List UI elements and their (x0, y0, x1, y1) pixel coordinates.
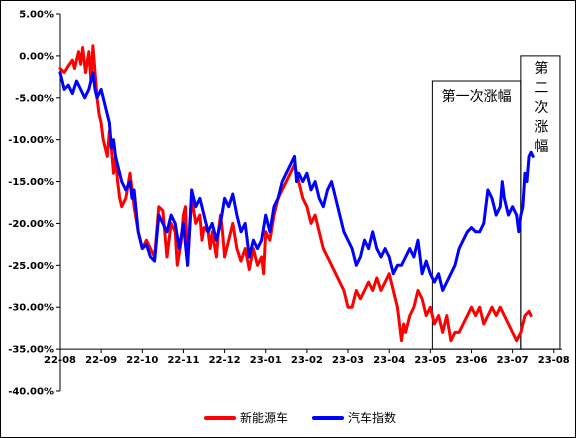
x-tick-label: 23-01 (250, 355, 282, 366)
legend: 新能源车 汽车指数 (204, 410, 396, 425)
x-tick-label: 23-04 (373, 355, 405, 366)
x-tick-label: 22-11 (167, 355, 199, 366)
x-tick-label: 22-12 (209, 355, 241, 366)
x-tick-label: 23-07 (497, 355, 529, 366)
annotation-box (520, 55, 561, 350)
y-tick-label: -25.00% (8, 261, 54, 272)
y-tick-label: -20.00% (8, 219, 54, 230)
annotation-label: 第二次涨幅 (534, 60, 548, 155)
series-line (58, 71, 535, 292)
x-axis: 22-08 22-09 22-10 22-11 22-12 23-01 23-02 23-03… (44, 348, 570, 366)
y-tick-label: 5.00% (19, 10, 54, 21)
y-tick-label: -40.00% (8, 387, 54, 398)
y-tick-label: -15.00% (8, 177, 54, 188)
series-line (58, 44, 533, 343)
y-tick-label: -5.00% (15, 93, 54, 104)
x-tick-label: 23-08 (538, 355, 570, 366)
y-axis: 5.00% 0.00% -5.00% -10.00% -15.00% -20.00% -25… (8, 10, 61, 398)
legend-label: 新能源车 (240, 410, 288, 425)
series-lines (58, 44, 535, 343)
y-tick-label: 0.00% (19, 51, 54, 62)
y-tick-label: -30.00% (8, 303, 54, 314)
x-tick-label: 22-08 (44, 355, 76, 366)
annotation-label: 第一次涨幅 (442, 88, 512, 105)
y-tick-label: -35.00% (8, 345, 54, 356)
x-tick-label: 23-06 (455, 355, 487, 366)
x-tick-label: 23-02 (291, 355, 323, 366)
x-tick-label: 23-05 (414, 355, 446, 366)
x-tick-label: 22-09 (85, 355, 117, 366)
x-tick-label: 23-03 (332, 355, 364, 366)
legend-label: 汽车指数 (348, 410, 396, 425)
annotations: 第一次涨幅 第二次涨幅 (431, 55, 561, 350)
x-tick-label: 22-10 (126, 355, 158, 366)
y-tick-label: -10.00% (8, 135, 54, 146)
